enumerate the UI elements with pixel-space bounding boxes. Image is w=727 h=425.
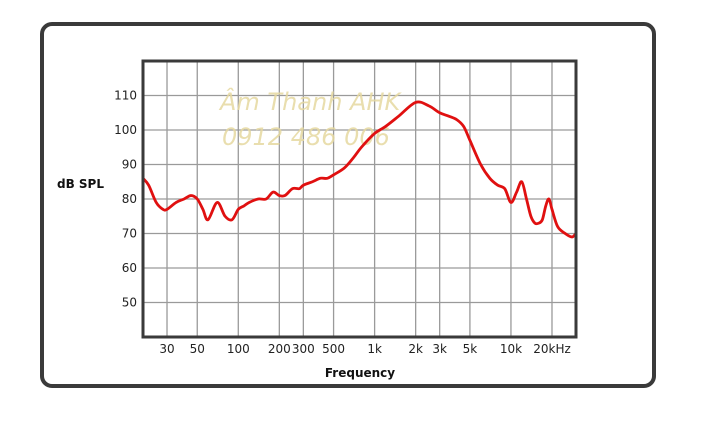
- series-group: [141, 100, 578, 239]
- x-tick-label: 50: [190, 342, 205, 356]
- x-tick-label: 30: [159, 342, 174, 356]
- x-tick-label: 100: [227, 342, 250, 356]
- x-tick-label: 10k: [500, 342, 522, 356]
- tick-labels: 30 50 100 200 300 500 1k 2k 3k 5k 10k 20kHz 50 60 70 80…: [114, 89, 571, 357]
- y-tick-label: 110: [114, 89, 137, 103]
- y-tick-label: 60: [122, 261, 137, 275]
- y-tick-label: 90: [122, 158, 137, 172]
- y-tick-label: 70: [122, 227, 137, 241]
- plot-border: [141, 59, 578, 339]
- x-tick-label: 200: [268, 342, 291, 356]
- watermark-line-2: 0912 486 006: [222, 123, 390, 151]
- series-line: [141, 100, 578, 239]
- x-tick-label: 1k: [367, 342, 382, 356]
- y-axis-title: dB SPL: [57, 177, 104, 191]
- grid: [143, 61, 576, 337]
- x-tick-label: 20kHz: [533, 342, 571, 356]
- x-tick-label: 3k: [432, 342, 447, 356]
- x-tick-label: 2k: [408, 342, 423, 356]
- y-tick-label: 100: [114, 123, 137, 137]
- x-tick-label: 500: [322, 342, 345, 356]
- x-tick-label: 5k: [463, 342, 478, 356]
- watermark-line-1: Âm Thanh AHK: [218, 87, 403, 116]
- y-tick-label: 50: [122, 296, 137, 310]
- y-tick-label: 80: [122, 192, 137, 206]
- x-axis-title: Frequency: [325, 366, 395, 380]
- x-tick-label: 300: [292, 342, 315, 356]
